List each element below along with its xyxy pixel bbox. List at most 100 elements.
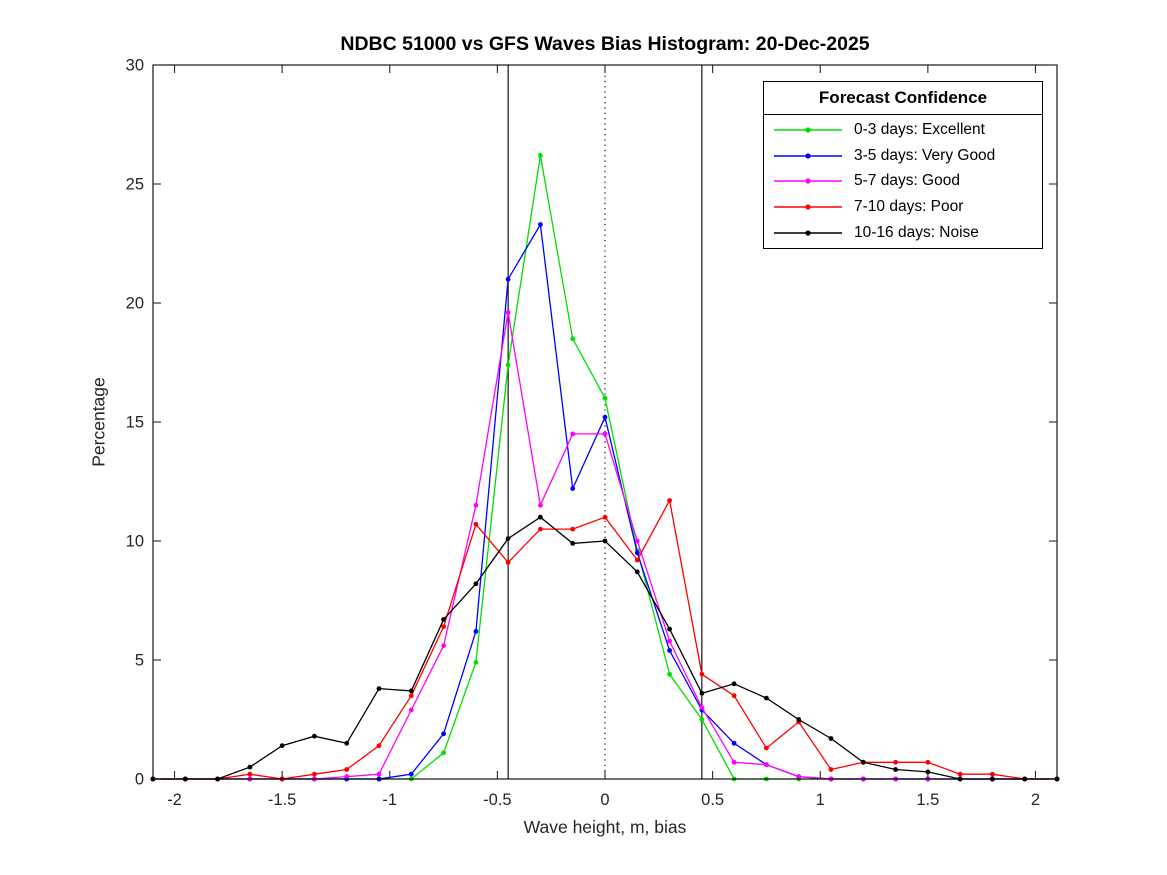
- x-tick-label: -1.5: [268, 791, 296, 809]
- data-point-marker: [828, 736, 834, 741]
- data-point-marker: [538, 222, 543, 227]
- data-point-marker: [344, 767, 350, 772]
- data-point-marker: [667, 498, 672, 503]
- data-point-marker: [441, 624, 446, 630]
- x-tick-label: 1: [816, 791, 825, 809]
- data-point-marker: [570, 526, 576, 532]
- legend-item: 3-5 days: Very Good: [764, 143, 1042, 169]
- data-point-marker: [505, 276, 511, 282]
- data-point-marker: [957, 771, 963, 777]
- data-point-marker: [312, 733, 317, 739]
- legend-item-label: 7-10 days: Poor: [854, 198, 964, 216]
- legend-item-label: 0-3 days: Excellent: [854, 120, 985, 138]
- legend-item: 10-16 days: Noise: [764, 220, 1042, 246]
- data-point-marker: [699, 705, 705, 710]
- legend-item-label: 10-16 days: Noise: [854, 224, 979, 242]
- data-point-marker: [344, 740, 350, 746]
- data-point-marker: [570, 431, 576, 437]
- legend-items: 0-3 days: Excellent 3-5 days: Very Good 5-…: [764, 115, 1042, 246]
- data-point-marker: [634, 550, 640, 556]
- data-point-marker: [473, 629, 479, 634]
- legend-swatch-marker: [805, 230, 811, 236]
- data-point-marker: [828, 767, 834, 772]
- data-point-marker: [731, 740, 737, 746]
- data-point-marker: [441, 731, 446, 737]
- data-point-marker: [667, 648, 672, 653]
- data-point-marker: [667, 638, 672, 644]
- data-point-marker: [473, 502, 479, 508]
- data-point-marker: [990, 771, 995, 777]
- legend-item: 5-7 days: Good: [764, 169, 1042, 195]
- data-point-marker: [279, 743, 285, 749]
- data-point-marker: [634, 557, 640, 563]
- data-point-marker: [731, 681, 737, 687]
- legend-item: 7-10 days: Poor: [764, 194, 1042, 220]
- legend-swatch-line-icon: [774, 178, 842, 185]
- data-point-marker: [538, 514, 543, 520]
- data-point-marker: [473, 521, 479, 527]
- legend-title: Forecast Confidence: [764, 82, 1042, 115]
- legend-swatch-marker: [805, 153, 811, 159]
- data-point-marker: [570, 486, 576, 491]
- data-point-marker: [893, 767, 898, 772]
- x-tick-label: -0.5: [483, 791, 511, 809]
- data-point-marker: [602, 414, 608, 420]
- data-point-marker: [634, 538, 640, 544]
- data-point-marker: [667, 671, 672, 677]
- data-point-marker: [408, 693, 414, 699]
- data-point-marker: [634, 569, 640, 575]
- data-point-marker: [505, 536, 511, 541]
- legend-swatch-marker: [805, 178, 811, 185]
- y-tick-label: 25: [126, 176, 144, 194]
- legend-swatch-line-icon: [774, 153, 842, 159]
- chart-title: NDBC 51000 vs GFS Waves Bias Histogram: …: [340, 33, 870, 55]
- data-point-marker: [570, 336, 576, 342]
- data-point-marker: [796, 774, 802, 779]
- x-tick-label: -1: [382, 791, 397, 809]
- legend: Forecast Confidence 0-3 days: Excellent 3…: [763, 81, 1043, 249]
- legend-swatch-line-icon: [774, 204, 842, 210]
- data-point-marker: [602, 395, 608, 401]
- data-point-marker: [408, 771, 414, 777]
- data-point-marker: [602, 431, 608, 437]
- data-point-marker: [602, 538, 608, 544]
- legend-swatch-line-icon: [774, 230, 842, 236]
- data-point-marker: [376, 771, 382, 777]
- y-tick-label: 20: [126, 295, 144, 313]
- data-point-marker: [860, 759, 866, 765]
- data-point-marker: [699, 717, 705, 722]
- data-point-marker: [538, 526, 543, 532]
- legend-swatch-marker: [805, 127, 811, 133]
- data-point-marker: [893, 759, 898, 765]
- y-tick-label: 5: [135, 652, 144, 670]
- x-tick-label: 0: [600, 791, 609, 809]
- data-point-marker: [538, 502, 543, 508]
- x-tick-label: 2: [1031, 791, 1040, 809]
- x-axis-label: Wave height, m, bias: [523, 817, 687, 837]
- data-point-marker: [247, 764, 253, 770]
- data-point-marker: [441, 750, 446, 756]
- data-point-marker: [538, 153, 543, 158]
- data-point-marker: [796, 717, 802, 722]
- data-point-marker: [731, 759, 737, 765]
- y-tick-label: 30: [126, 57, 144, 75]
- x-tick-label: 1.5: [916, 791, 939, 809]
- data-point-marker: [731, 693, 737, 699]
- data-point-marker: [764, 745, 769, 751]
- y-tick-label: 0: [135, 771, 144, 789]
- y-tick-label: 15: [126, 414, 144, 432]
- data-point-marker: [473, 581, 479, 587]
- data-point-marker: [344, 774, 350, 779]
- data-point-marker: [764, 762, 769, 768]
- data-point-marker: [376, 686, 382, 691]
- series-line-5-7-days-good: [153, 312, 1057, 780]
- data-point-marker: [505, 362, 511, 368]
- legend-swatch-marker: [805, 204, 811, 210]
- data-point-marker: [505, 560, 511, 565]
- data-point-marker: [376, 743, 382, 749]
- y-axis-label: Percentage: [88, 377, 109, 467]
- data-point-marker: [699, 690, 705, 696]
- data-point-marker: [312, 771, 317, 777]
